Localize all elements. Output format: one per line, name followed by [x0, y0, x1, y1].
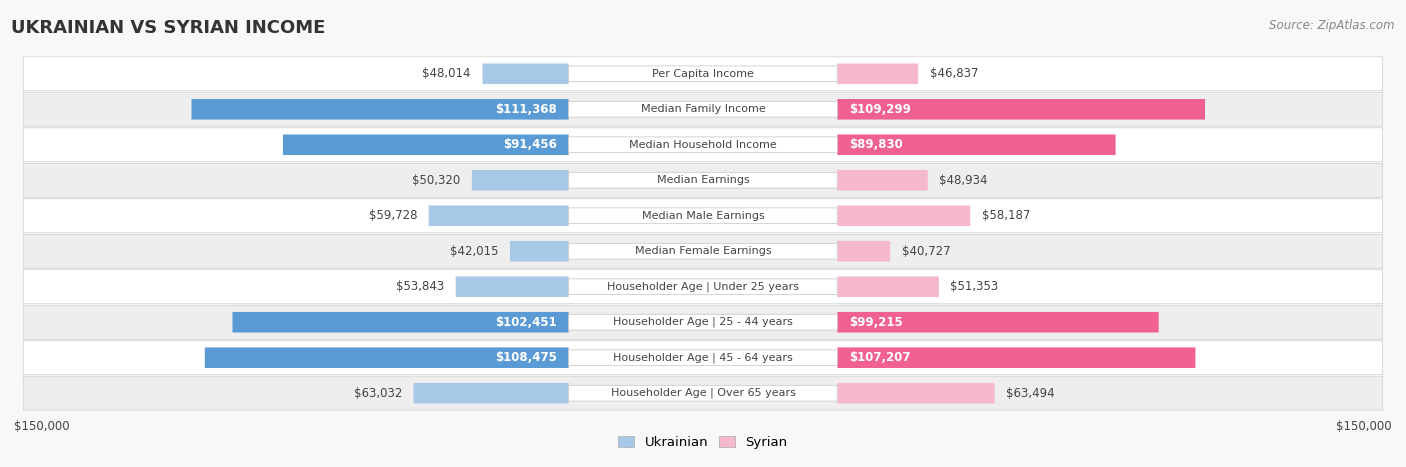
- Text: UKRAINIAN VS SYRIAN INCOME: UKRAINIAN VS SYRIAN INCOME: [11, 19, 326, 37]
- FancyBboxPatch shape: [283, 134, 568, 155]
- Text: $63,032: $63,032: [354, 387, 402, 400]
- FancyBboxPatch shape: [838, 312, 1159, 333]
- FancyBboxPatch shape: [568, 314, 838, 330]
- FancyBboxPatch shape: [568, 137, 838, 153]
- FancyBboxPatch shape: [205, 347, 568, 368]
- FancyBboxPatch shape: [456, 276, 568, 297]
- FancyBboxPatch shape: [429, 205, 568, 226]
- Text: $48,014: $48,014: [422, 67, 471, 80]
- FancyBboxPatch shape: [472, 170, 568, 191]
- Text: Median Household Income: Median Household Income: [628, 140, 778, 150]
- FancyBboxPatch shape: [568, 172, 838, 188]
- FancyBboxPatch shape: [24, 305, 1382, 339]
- FancyBboxPatch shape: [838, 241, 890, 262]
- Text: $51,353: $51,353: [950, 280, 998, 293]
- Text: Median Family Income: Median Family Income: [641, 104, 765, 114]
- FancyBboxPatch shape: [191, 99, 568, 120]
- Text: $109,299: $109,299: [849, 103, 911, 116]
- FancyBboxPatch shape: [838, 134, 1115, 155]
- FancyBboxPatch shape: [568, 66, 838, 82]
- Text: $99,215: $99,215: [849, 316, 903, 329]
- FancyBboxPatch shape: [24, 199, 1382, 233]
- FancyBboxPatch shape: [838, 347, 1195, 368]
- Text: Median Male Earnings: Median Male Earnings: [641, 211, 765, 221]
- Text: Householder Age | Over 65 years: Householder Age | Over 65 years: [610, 388, 796, 398]
- Text: $46,837: $46,837: [929, 67, 979, 80]
- FancyBboxPatch shape: [24, 128, 1382, 162]
- Text: $58,187: $58,187: [981, 209, 1031, 222]
- FancyBboxPatch shape: [838, 64, 918, 84]
- Text: $40,727: $40,727: [901, 245, 950, 258]
- FancyBboxPatch shape: [838, 276, 939, 297]
- FancyBboxPatch shape: [510, 241, 568, 262]
- Text: $91,456: $91,456: [503, 138, 557, 151]
- FancyBboxPatch shape: [24, 92, 1382, 126]
- FancyBboxPatch shape: [24, 376, 1382, 410]
- Text: $107,207: $107,207: [849, 351, 910, 364]
- FancyBboxPatch shape: [838, 170, 928, 191]
- Legend: Ukrainian, Syrian: Ukrainian, Syrian: [613, 431, 793, 454]
- FancyBboxPatch shape: [838, 205, 970, 226]
- Text: $42,015: $42,015: [450, 245, 499, 258]
- FancyBboxPatch shape: [232, 312, 568, 333]
- FancyBboxPatch shape: [838, 383, 994, 403]
- FancyBboxPatch shape: [568, 101, 838, 117]
- Text: $53,843: $53,843: [396, 280, 444, 293]
- Text: Source: ZipAtlas.com: Source: ZipAtlas.com: [1270, 19, 1395, 32]
- FancyBboxPatch shape: [24, 341, 1382, 375]
- FancyBboxPatch shape: [568, 385, 838, 401]
- FancyBboxPatch shape: [413, 383, 568, 403]
- FancyBboxPatch shape: [482, 64, 568, 84]
- Text: $89,830: $89,830: [849, 138, 903, 151]
- Text: Householder Age | 45 - 64 years: Householder Age | 45 - 64 years: [613, 353, 793, 363]
- FancyBboxPatch shape: [24, 163, 1382, 197]
- Text: Median Earnings: Median Earnings: [657, 175, 749, 185]
- Text: $48,934: $48,934: [939, 174, 988, 187]
- Text: $59,728: $59,728: [368, 209, 418, 222]
- FancyBboxPatch shape: [24, 270, 1382, 304]
- FancyBboxPatch shape: [24, 234, 1382, 268]
- Text: Householder Age | Under 25 years: Householder Age | Under 25 years: [607, 282, 799, 292]
- Text: $50,320: $50,320: [412, 174, 460, 187]
- Text: $150,000: $150,000: [14, 420, 70, 433]
- Text: $150,000: $150,000: [1336, 420, 1392, 433]
- Text: $63,494: $63,494: [1007, 387, 1054, 400]
- Text: Median Female Earnings: Median Female Earnings: [634, 246, 772, 256]
- Text: Per Capita Income: Per Capita Income: [652, 69, 754, 79]
- Text: Householder Age | 25 - 44 years: Householder Age | 25 - 44 years: [613, 317, 793, 327]
- Text: $111,368: $111,368: [495, 103, 557, 116]
- FancyBboxPatch shape: [838, 99, 1205, 120]
- Text: $102,451: $102,451: [495, 316, 557, 329]
- Text: $108,475: $108,475: [495, 351, 557, 364]
- FancyBboxPatch shape: [568, 243, 838, 259]
- FancyBboxPatch shape: [568, 279, 838, 295]
- FancyBboxPatch shape: [24, 57, 1382, 91]
- FancyBboxPatch shape: [568, 208, 838, 224]
- FancyBboxPatch shape: [568, 350, 838, 366]
